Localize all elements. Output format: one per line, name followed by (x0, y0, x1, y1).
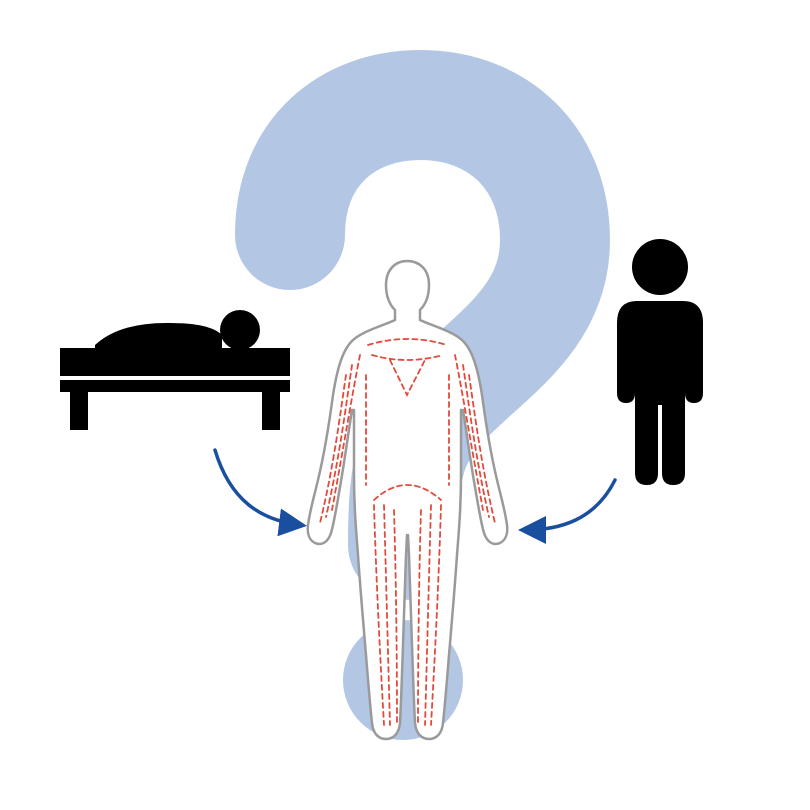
diagram-canvas (0, 0, 810, 810)
arrows (0, 0, 810, 810)
arrow-left-icon (215, 450, 300, 525)
arrow-right-icon (525, 480, 615, 530)
